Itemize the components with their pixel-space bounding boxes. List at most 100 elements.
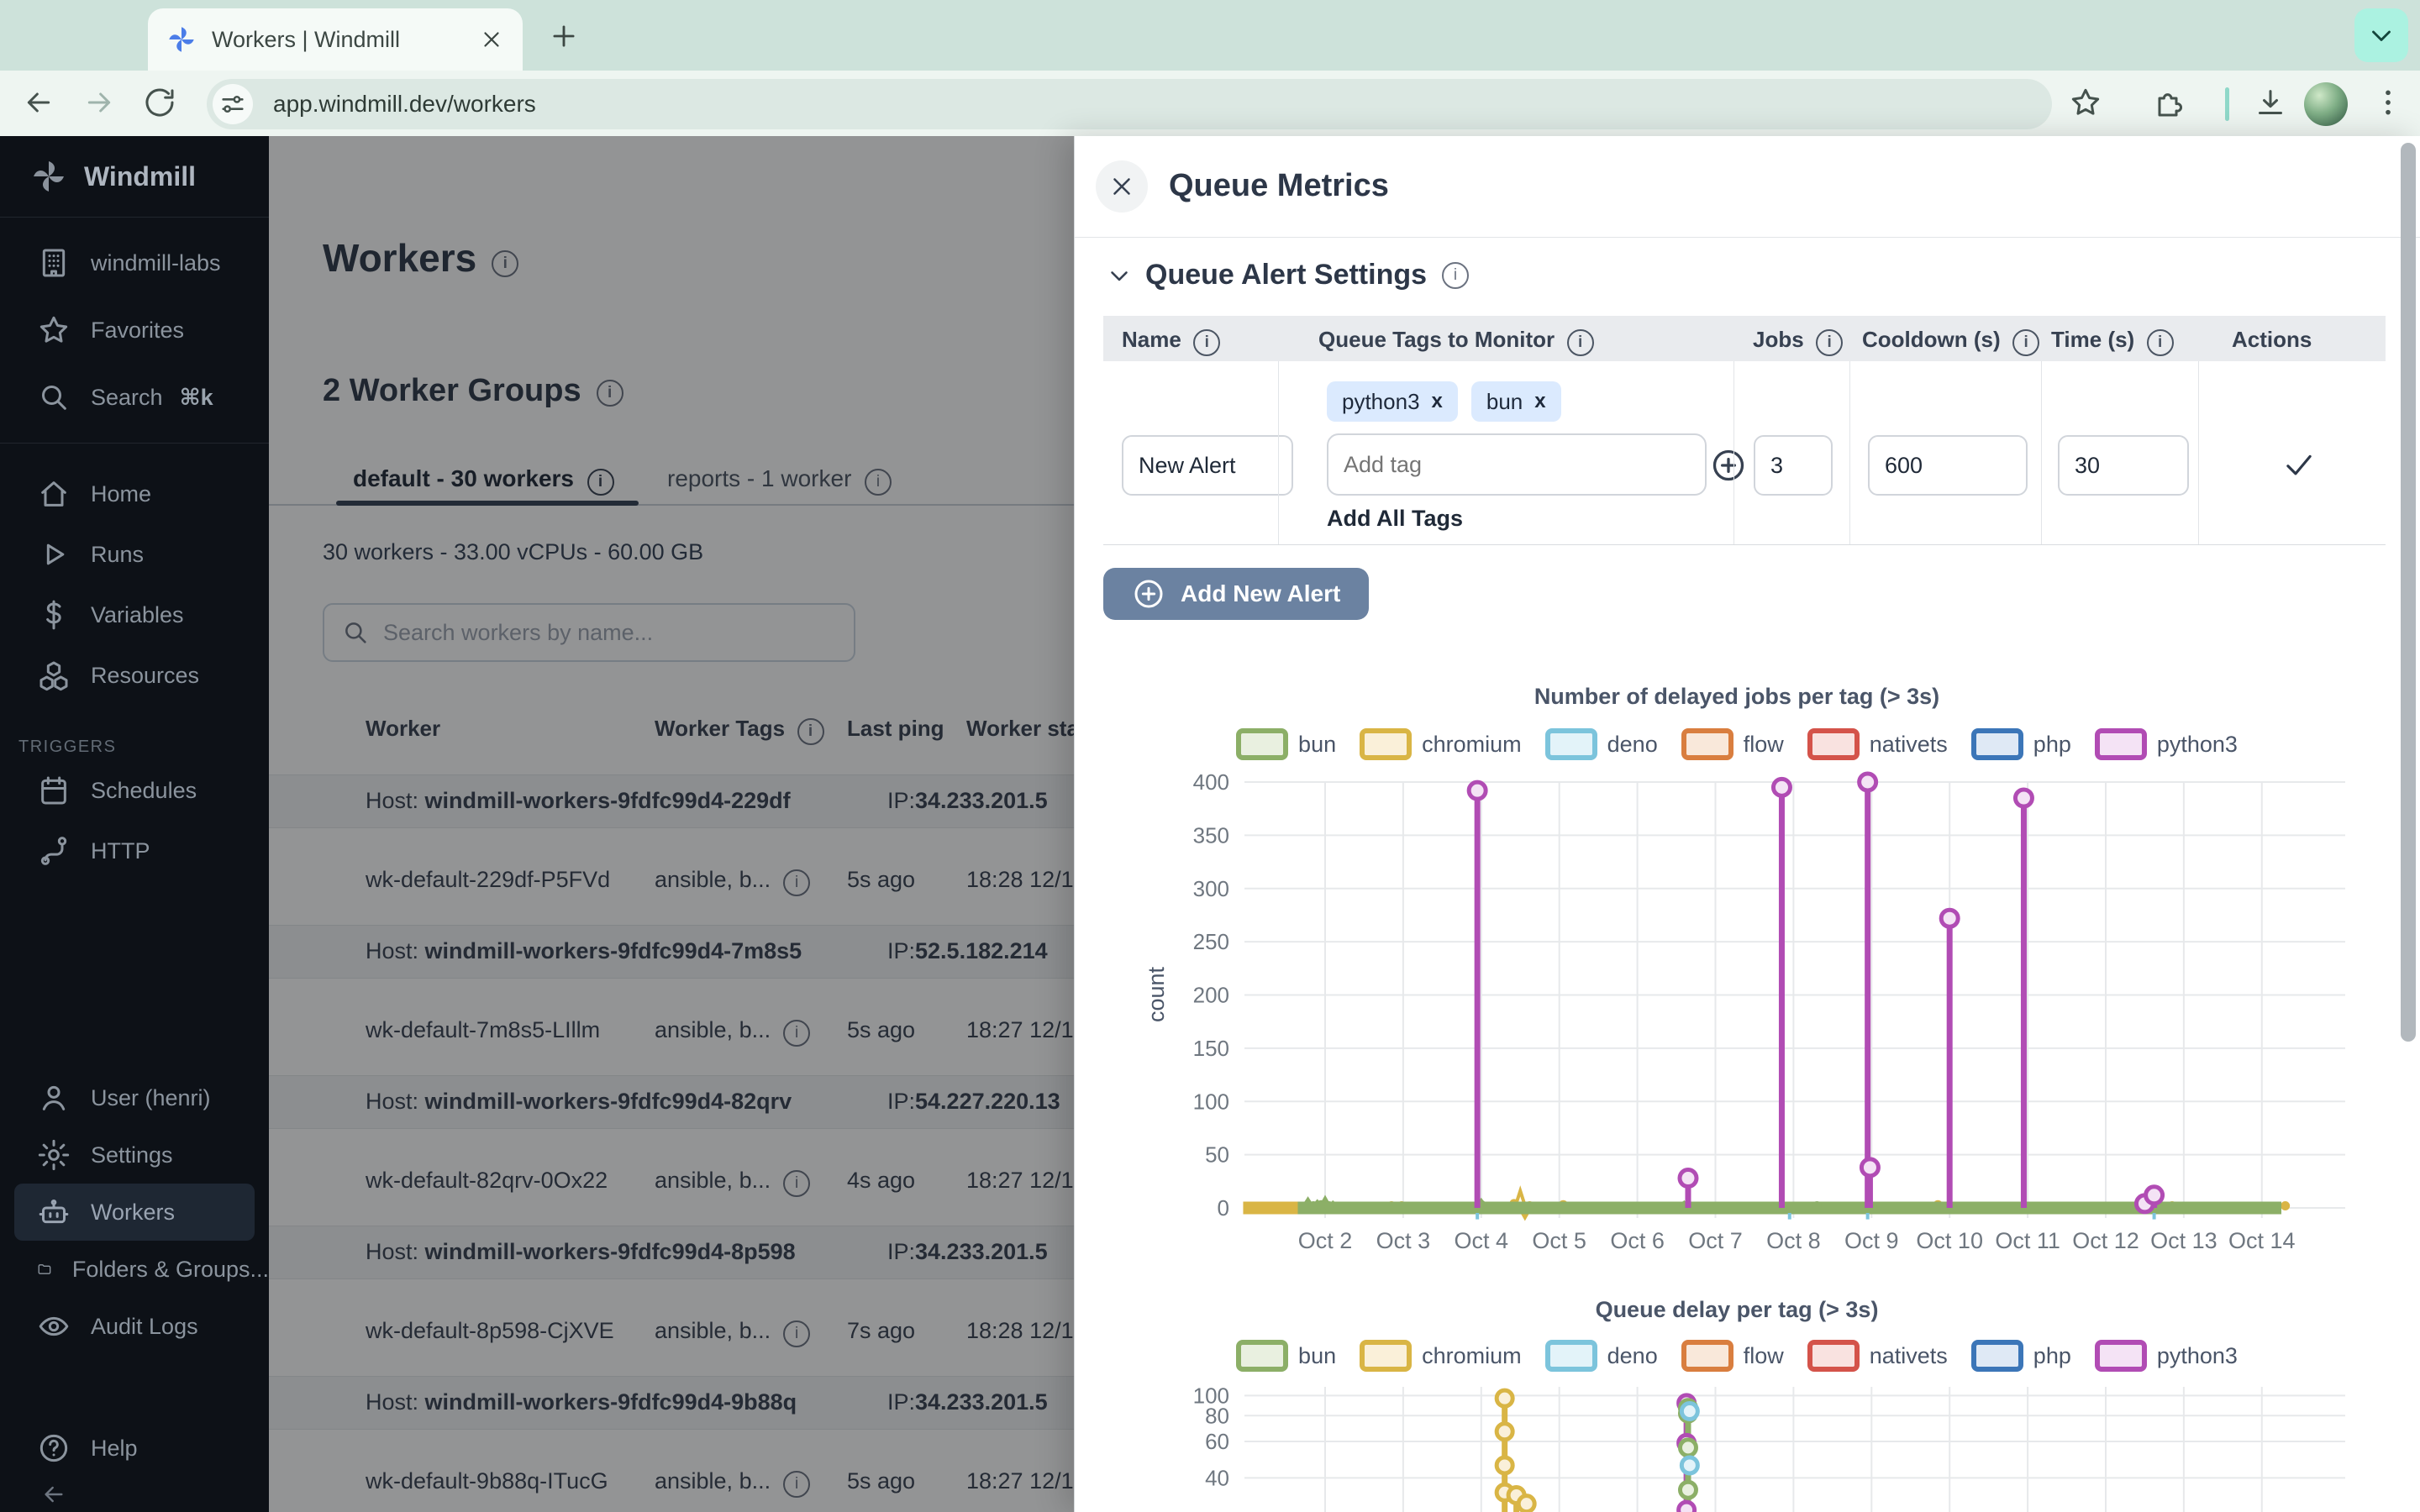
remove-tag-icon[interactable]: x <box>1432 390 1443 413</box>
sidebar-item-settings[interactable]: Settings <box>0 1126 269 1184</box>
browser-tab[interactable]: Workers | Windmill <box>148 8 523 71</box>
chart1-delayed-jobs: 050100150200250300350400Oct 2Oct 3Oct 4O… <box>1103 771 2370 1263</box>
route-icon <box>37 834 71 868</box>
chart2-title: Queue delay per tag (> 3s) <box>1103 1297 2370 1323</box>
site-settings-button[interactable] <box>213 84 253 124</box>
legend-swatch-php <box>1971 1340 2023 1372</box>
legend-item-php[interactable]: php <box>1971 1340 2071 1372</box>
sidebar-item-windmill-labs[interactable]: windmill-labs <box>0 229 269 297</box>
sidebar-item-variables[interactable]: Variables <box>0 585 269 645</box>
legend-item-bun[interactable]: bun <box>1236 728 1336 760</box>
legend-item-flow[interactable]: flow <box>1681 728 1784 760</box>
close-icon <box>1107 172 1136 201</box>
remove-tag-icon[interactable]: x <box>1534 390 1545 413</box>
sidebar-item-help[interactable]: Help <box>0 1420 269 1477</box>
legend-item-php[interactable]: php <box>1971 728 2071 760</box>
add-tag-input[interactable] <box>1327 433 1707 496</box>
windmill-logo-icon <box>30 158 67 195</box>
column-separator <box>1278 361 1279 544</box>
alerts-column-header: Actions <box>2232 327 2312 353</box>
legend-item-chromium[interactable]: chromium <box>1360 728 1522 760</box>
collapse-sidebar-icon[interactable] <box>40 1481 67 1508</box>
cooldown-input[interactable] <box>1868 435 2028 496</box>
avatar[interactable] <box>2304 82 2348 126</box>
reload-button[interactable] <box>143 86 176 119</box>
sidebar-item-favorites[interactable]: Favorites <box>0 297 269 364</box>
info-icon[interactable]: i <box>1816 329 1843 356</box>
legend-item-python3[interactable]: python3 <box>2095 728 2238 760</box>
drawer-title: Queue Metrics <box>1169 168 1389 204</box>
new-tab-button[interactable] <box>548 20 580 52</box>
legend-item-nativets[interactable]: nativets <box>1807 728 1948 760</box>
jobs-input[interactable] <box>1754 435 1833 496</box>
tab-search-button[interactable] <box>2354 8 2408 62</box>
column-separator <box>1733 361 1734 544</box>
sidebar-item-user-henri[interactable]: User (henri) <box>0 1069 269 1126</box>
legend-item-python3[interactable]: python3 <box>2095 1340 2238 1372</box>
add-tag-button[interactable] <box>1710 447 1747 488</box>
svg-text:Oct 7: Oct 7 <box>1688 1228 1743 1253</box>
legend-item-deno[interactable]: deno <box>1545 1340 1658 1372</box>
close-drawer-button[interactable] <box>1096 160 1148 213</box>
add-new-alert-button[interactable]: Add New Alert <box>1103 568 1369 620</box>
svg-text:Oct 8: Oct 8 <box>1766 1228 1821 1253</box>
forward-button[interactable] <box>82 86 116 119</box>
info-icon[interactable]: i <box>1193 329 1220 356</box>
sidebar-item-audit-logs[interactable]: Audit Logs <box>0 1298 269 1355</box>
legend-swatch-bun <box>1236 728 1288 760</box>
legend-item-nativets[interactable]: nativets <box>1807 1340 1948 1372</box>
sidebar-item-home[interactable]: Home <box>0 464 269 524</box>
triggers-section-label: TRIGGERS <box>18 738 269 757</box>
time-input[interactable] <box>2058 435 2189 496</box>
chevron-down-icon <box>2365 19 2397 51</box>
legend-swatch-chromium <box>1360 728 1412 760</box>
back-button[interactable] <box>22 86 55 119</box>
help-icon <box>37 1431 71 1465</box>
queue-alert-settings-header[interactable]: Queue Alert Settings i <box>1105 259 1469 291</box>
alert-name-input[interactable] <box>1122 435 1293 496</box>
legend-swatch-bun <box>1236 1340 1288 1372</box>
dollar-icon <box>37 598 71 632</box>
sidebar-item-search[interactable]: Search⌘k <box>0 364 269 431</box>
chart1-legend: bun chromium deno flow nativets php python3 <box>1103 724 2370 764</box>
sidebar-item-folders-groups[interactable]: Folders & Groups... <box>0 1241 269 1298</box>
legend-item-chromium[interactable]: chromium <box>1360 1340 1522 1372</box>
plus-circle-icon <box>1132 577 1165 611</box>
sidebar-logo[interactable]: Windmill <box>0 136 269 217</box>
add-all-tags-button[interactable]: Add All Tags <box>1327 506 1463 532</box>
sidebar-item-runs[interactable]: Runs <box>0 524 269 585</box>
eye-icon <box>37 1310 71 1343</box>
legend-item-flow[interactable]: flow <box>1681 1340 1784 1372</box>
info-icon[interactable]: i <box>1567 329 1594 356</box>
svg-text:350: 350 <box>1193 822 1229 848</box>
svg-text:count: count <box>1144 966 1169 1022</box>
sidebar-item-schedules[interactable]: Schedules <box>0 760 269 821</box>
extensions-puzzle-icon[interactable] <box>2151 86 2185 119</box>
alerts-column-header: Time (s) i <box>2051 327 2174 356</box>
chart1-title: Number of delayed jobs per tag (> 3s) <box>1103 684 2370 710</box>
legend-swatch-flow <box>1681 728 1733 760</box>
sidebar-item-resources[interactable]: Resources <box>0 645 269 706</box>
info-icon[interactable]: i <box>2012 329 2039 356</box>
sidebar-item-http[interactable]: HTTP <box>0 821 269 881</box>
info-icon[interactable]: i <box>2147 329 2174 356</box>
address-bar[interactable]: app.windmill.dev/workers <box>207 79 2052 129</box>
tag-pill-bun: bunx <box>1471 381 1561 422</box>
legend-item-deno[interactable]: deno <box>1545 728 1658 760</box>
confirm-alert-button[interactable] <box>2281 447 2317 486</box>
windmill-favicon-icon <box>166 24 197 55</box>
drawer-scrollbar[interactable] <box>2401 143 2416 1042</box>
legend-item-bun[interactable]: bun <box>1236 1340 1336 1372</box>
url-text: app.windmill.dev/workers <box>273 91 536 118</box>
download-icon[interactable] <box>2254 86 2287 119</box>
queue-metrics-drawer: Queue Metrics Queue Alert Settings i Nam… <box>1074 136 2420 1512</box>
legend-swatch-deno <box>1545 728 1597 760</box>
bookmark-star-icon[interactable] <box>2069 86 2102 119</box>
kebab-menu-icon[interactable] <box>2371 86 2405 119</box>
sidebar-item-workers[interactable]: Workers <box>14 1184 255 1241</box>
calendar-icon <box>37 774 71 807</box>
info-icon[interactable]: i <box>1442 262 1469 289</box>
tab-close-icon[interactable] <box>479 27 504 52</box>
modal-dim-overlay[interactable] <box>269 136 1074 1512</box>
chart2-legend: bun chromium deno flow nativets php python3 <box>1103 1336 2370 1376</box>
